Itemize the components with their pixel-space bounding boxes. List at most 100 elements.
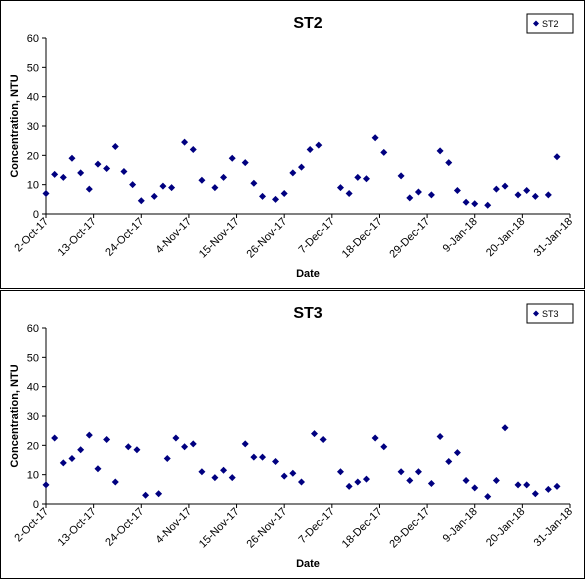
data-point <box>211 474 219 482</box>
data-point <box>51 434 59 442</box>
data-point <box>272 457 280 465</box>
data-point <box>354 478 362 486</box>
data-point <box>280 189 288 197</box>
legend-marker <box>533 310 539 317</box>
x-tick-label: 20-Jan-18 <box>484 216 528 260</box>
y-tick-label: 60 <box>27 33 39 45</box>
data-point <box>250 453 258 461</box>
data-point <box>181 138 189 146</box>
y-tick-label: 10 <box>27 470 39 482</box>
data-point <box>220 173 228 181</box>
data-point <box>362 175 370 183</box>
data-point <box>310 430 318 438</box>
data-point <box>436 147 444 155</box>
x-tick-label: 15-Nov-17 <box>197 506 242 551</box>
x-tick-label: 31-Jan-18 <box>532 506 576 550</box>
data-point <box>427 191 435 199</box>
data-point <box>380 443 388 451</box>
data-point <box>133 446 141 454</box>
x-tick-label: 18-Dec-17 <box>340 506 385 551</box>
data-point <box>241 440 249 448</box>
x-tick-label: 24-Oct-17 <box>103 216 146 259</box>
x-tick-label: 4-Nov-17 <box>154 216 194 256</box>
y-tick-label: 0 <box>33 209 39 221</box>
y-tick-label: 40 <box>27 92 39 104</box>
y-axis-title: Concentration, NTU <box>9 74 21 177</box>
data-point <box>414 188 422 196</box>
data-point <box>531 192 539 200</box>
legend-label: ST2 <box>542 19 559 29</box>
x-tick-label: 7-Dec-17 <box>296 216 336 256</box>
x-axis-title: Date <box>296 268 320 280</box>
x-tick-label: 24-Oct-17 <box>103 506 146 549</box>
data-point <box>553 153 561 161</box>
data-point <box>336 184 344 192</box>
y-tick-label: 30 <box>27 411 39 423</box>
data-point <box>163 455 171 463</box>
data-point <box>159 182 167 190</box>
data-point <box>111 478 119 486</box>
data-point <box>198 176 206 184</box>
data-point <box>298 163 306 171</box>
x-axis-title: Date <box>296 558 320 570</box>
data-point <box>336 468 344 476</box>
data-point <box>514 191 522 199</box>
data-point <box>531 490 539 498</box>
data-point <box>137 197 145 205</box>
data-point <box>462 477 470 485</box>
x-tick-label: 15-Nov-17 <box>197 216 242 261</box>
data-point <box>211 184 219 192</box>
data-point <box>289 169 297 177</box>
data-point <box>150 192 158 200</box>
data-point <box>85 431 93 439</box>
x-tick-label: 9-Jan-18 <box>441 216 480 255</box>
chart-title: ST2 <box>293 15 322 32</box>
data-point <box>397 468 405 476</box>
data-point <box>59 173 67 181</box>
legend-box <box>526 303 574 324</box>
data-point <box>471 484 479 492</box>
data-point <box>68 154 76 162</box>
data-point <box>198 468 206 476</box>
data-point <box>453 449 461 457</box>
x-tick-label: 9-Jan-18 <box>441 506 480 545</box>
x-tick-label: 7-Dec-17 <box>296 506 336 546</box>
data-point <box>501 182 509 190</box>
data-point <box>427 479 435 487</box>
data-point <box>523 481 531 489</box>
data-point <box>553 482 561 490</box>
y-tick-label: 20 <box>27 440 39 452</box>
data-point <box>129 181 137 189</box>
data-point <box>155 490 163 498</box>
data-point <box>103 435 111 443</box>
chart-panel-st3: ST3 0 10 20 30 40 50 60 2-Oct-17 13-Oct-17 24-Oct-… <box>0 290 585 579</box>
x-tick-label: 29-Dec-17 <box>387 506 432 551</box>
data-point <box>484 493 492 501</box>
legend-box <box>526 13 574 34</box>
data-point <box>189 145 197 153</box>
data-point <box>272 195 280 203</box>
data-point <box>445 457 453 465</box>
y-tick-label: 50 <box>27 352 39 364</box>
data-point <box>492 185 500 193</box>
data-point <box>228 154 236 162</box>
data-point <box>414 468 422 476</box>
data-point <box>103 165 111 173</box>
x-tick-label: 29-Dec-17 <box>387 216 432 261</box>
data-point <box>124 443 132 451</box>
x-tick-label: 31-Jan-18 <box>532 216 576 260</box>
legend: ST2 <box>526 13 574 34</box>
data-point <box>181 443 189 451</box>
data-point <box>42 481 50 489</box>
data-point <box>354 173 362 181</box>
data-point <box>492 477 500 485</box>
data-point <box>501 424 509 432</box>
chart-st3: ST3 0 10 20 30 40 50 60 2-Oct-17 13-Oct-17 24-Oct-… <box>9 303 576 570</box>
x-tick-label: 13-Oct-17 <box>56 506 99 549</box>
y-tick-label: 50 <box>27 62 39 74</box>
data-point <box>471 200 479 208</box>
data-point <box>319 435 327 443</box>
data-point <box>406 477 414 485</box>
data-point <box>220 466 228 474</box>
data-point <box>42 189 50 197</box>
